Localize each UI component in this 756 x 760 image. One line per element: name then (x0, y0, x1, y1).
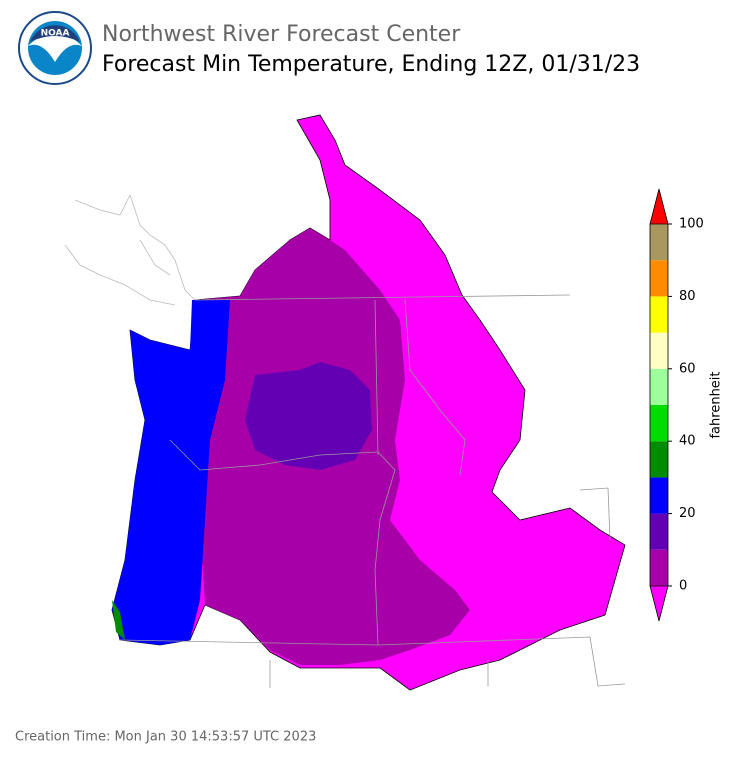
colorbar-segment (650, 405, 668, 442)
colorbar-tick-label: 60 (679, 361, 696, 376)
region-20-30 (112, 300, 230, 645)
noaa-logo: NOAA (18, 11, 92, 85)
colorbar-tick-label: 100 (679, 217, 704, 232)
colorbar-segment (650, 513, 668, 550)
colorbar-tick-label: 40 (679, 434, 696, 449)
colorbar-label: fahrenheit (709, 371, 724, 438)
colorbar-outline (649, 224, 669, 586)
colorbar-segment (650, 441, 668, 478)
map (64, 114, 626, 691)
logo-text: NOAA (41, 29, 70, 39)
colorbar-tick-label: 80 (679, 289, 696, 304)
puget-coastline (64, 193, 196, 306)
colorbar-tick-label: 20 (679, 506, 696, 521)
state-borders (119, 294, 626, 688)
colorbar-segment (650, 477, 668, 514)
colorbar-over-arrow (649, 188, 669, 225)
creation-time: Creation Time: Mon Jan 30 14:53:57 UTC 2… (15, 730, 316, 745)
colorbar-segment (650, 368, 668, 405)
colorbar-segment (650, 224, 668, 261)
region-10-20 (245, 362, 372, 470)
colorbar-segment (650, 296, 668, 333)
colorbar-segment (650, 549, 668, 586)
colorbar-tick-label: 0 (679, 579, 687, 594)
colorbar-under-arrow (649, 585, 669, 622)
colorbar-segment (650, 260, 668, 297)
title: Northwest River Forecast Center (102, 22, 461, 47)
region-30-40 (112, 600, 125, 640)
colorbar-segment (650, 332, 668, 369)
colorbar: 0 20 40 60 80 100 (649, 188, 704, 622)
subtitle: Forecast Min Temperature, Ending 12Z, 01… (102, 52, 640, 77)
